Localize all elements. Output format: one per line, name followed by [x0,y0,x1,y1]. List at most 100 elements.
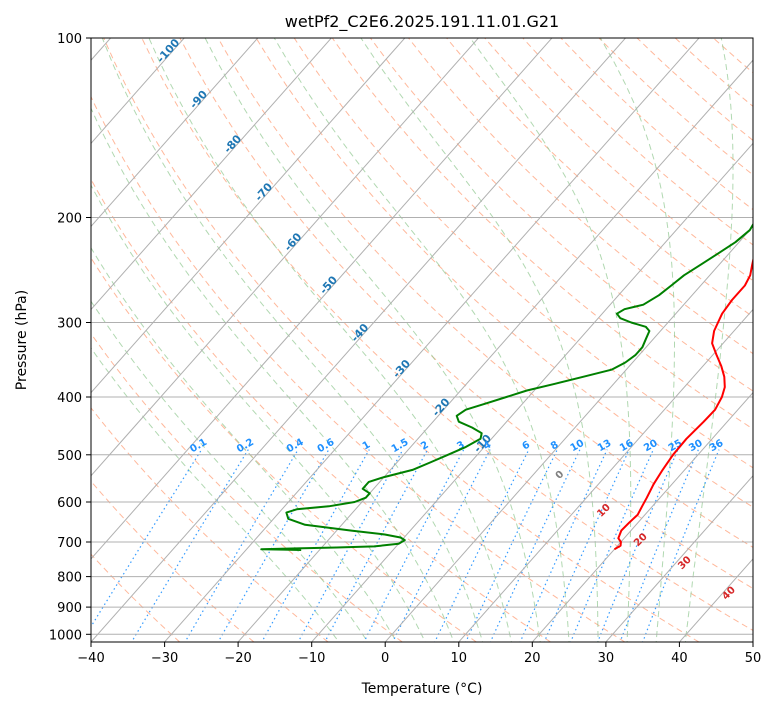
moist-adiabat-line [91,184,426,642]
moist-adiabat-line [101,38,484,642]
moist-adiabat-label: 40 [720,585,738,603]
mixing-ratio-line [324,449,429,642]
moist-adiabat-label: 10 [595,502,613,520]
dry-adiabat-line [179,38,753,590]
y-tick-label: 800 [57,571,82,586]
isotherm-line [605,474,753,642]
isotherm-label: -20 [430,395,453,419]
x-tick-label: −40 [77,651,104,666]
x-tick-label: 20 [524,651,541,666]
moist-adiabat-line [599,38,675,642]
temperature-profile-line [613,256,753,551]
isotherm-line [531,391,753,642]
moist-adiabat-line [684,38,734,642]
pressure-grid [91,38,753,635]
isotherm-line [0,11,61,659]
moist-adiabat-label: 20 [632,531,650,549]
mixing-ratio-label: 8 [549,440,561,453]
mixing-ratio-label: 16 [618,438,636,455]
mixing-ratio-label: 20 [642,438,660,455]
isotherm-label: -30 [390,357,413,381]
mixing-ratio-label: 30 [687,438,705,455]
isotherm-label: -90 [187,88,210,112]
isotherm-label: -100 [154,36,182,65]
x-tick-label: −30 [151,651,178,666]
mixing-ratio-line [465,449,558,642]
dry-adiabat-line [217,38,753,548]
mixing-ratio-line [642,449,720,642]
dry-adiabat-line [712,38,753,74]
isotherm-line [91,38,480,477]
x-tick-label: −20 [224,651,251,666]
dry-adiabat-line [751,38,753,41]
mixing-ratio-line [184,449,299,642]
mixing-ratio-label: 0.4 [285,437,306,455]
mixing-ratio-label: 0.2 [235,437,256,455]
series-lines [260,222,753,551]
dry-adiabat-line [331,38,753,430]
y-tick-label: 600 [57,496,82,511]
y-axis-label: Pressure (hPa) [14,290,30,390]
dry-adiabat-line [91,257,477,642]
mixing-ratio-line [597,449,679,642]
moist-adiabat-line [91,347,340,642]
mixing-ratio-label: 2 [419,440,431,453]
isotherm-line [310,142,753,642]
mixing-ratio-line [519,449,608,642]
dry-adiabat-line [255,38,753,508]
dry-adiabat-line [91,407,329,642]
moist-adiabat-label: 30 [676,554,694,572]
x-tick-label: 50 [745,651,762,666]
y-tick-label: 700 [57,536,82,551]
x-tick-label: −10 [298,651,325,666]
moist-adiabat-line [148,38,512,642]
dry-adiabat-line [674,38,753,108]
dry-adiabat-line [293,38,753,469]
x-tick-label: 40 [671,651,688,666]
moist-adiabat-line [360,38,599,642]
mixing-ratio-line [363,449,465,642]
mixing-ratio-line [489,449,581,642]
isotherm-label: -60 [282,230,305,254]
isotherm-line [163,38,700,642]
y-axis-ticks: 100 200 300 400 500 600 700 800 900 1000 [49,32,91,643]
dry-adiabat-line [408,38,753,355]
isotherm-line [458,308,753,642]
isotherm-label: -80 [221,132,244,156]
dry-adiabat-line [91,553,181,642]
isotherm-line [91,38,627,642]
dewpoint-profile-line [260,222,753,551]
y-tick-label: 100 [57,32,82,47]
background-lines [0,11,753,659]
isotherm-line [237,59,753,642]
mixing-ratio-line [91,449,203,628]
dry-adiabat-line [141,38,753,631]
moist-adiabat-line [204,38,541,642]
isotherm-line [384,225,753,642]
x-tick-label: 10 [451,651,468,666]
dry-adiabat-line [369,38,753,392]
y-tick-label: 300 [57,317,82,332]
y-tick-label: 400 [57,391,82,406]
isotherm-line [752,641,753,642]
dry-adiabat-line [560,38,753,211]
mixing-ratio-line [261,449,370,642]
y-tick-label: 900 [57,601,82,616]
mixing-ratio-label: 0.1 [188,437,209,455]
moist-adiabat-line [469,38,632,642]
chart-title: wetPf2_C2E6.2025.191.11.01.G21 [285,12,559,32]
mixing-ratio-line [217,449,330,642]
isotherm-line [91,38,333,311]
moist-adiabat-line [273,38,570,642]
moist-adiabat-line [91,246,398,642]
x-tick-label: 30 [598,651,615,666]
dry-adiabat-line [103,38,700,642]
y-tick-label: 500 [57,449,82,464]
mixing-ratio-line [130,449,249,642]
y-tick-label: 200 [57,212,82,227]
mixing-ratio-line [297,449,404,642]
isotherm-label: -50 [317,273,340,297]
dry-adiabat-line [91,178,551,642]
isotherm-line [91,38,185,145]
mixing-ratio-label: 13 [596,438,614,455]
